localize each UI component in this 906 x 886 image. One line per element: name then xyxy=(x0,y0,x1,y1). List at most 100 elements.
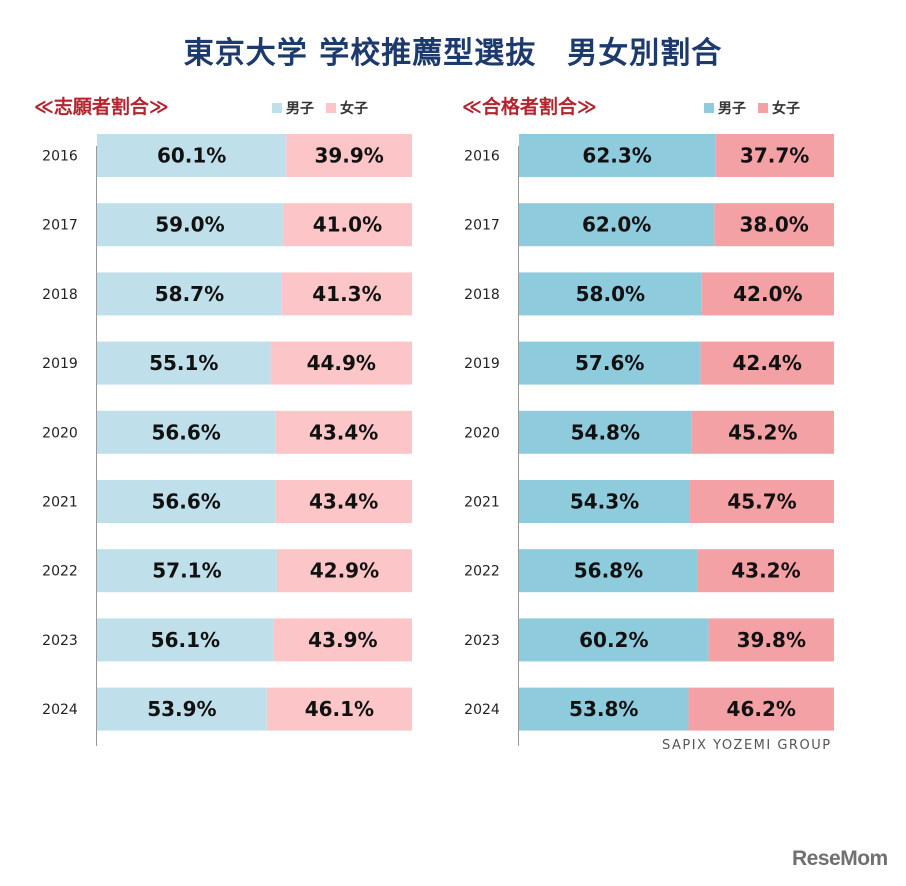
applicant-value-label: 59.0% xyxy=(155,213,224,237)
applicant-bar-female xyxy=(270,341,412,385)
legend-swatch-male xyxy=(272,103,282,113)
admitted-bar-female xyxy=(688,687,834,731)
applicant-legend: 男子 女子 xyxy=(272,98,380,118)
chart-title: 東京大学 学校推薦型選抜 男女別割合 xyxy=(183,36,723,71)
legend-item-female: 女子 xyxy=(326,98,368,118)
applicant-bar-male xyxy=(97,134,287,177)
admitted-bar-male xyxy=(519,203,715,247)
legend-label-female: 女子 xyxy=(772,101,800,117)
year-label: 2022 xyxy=(464,564,500,580)
admitted-ratio-panel: ≪合格者割合≫ 男子 女子 2016 62.3% 37.7% 2017 62.0% 38.… xyxy=(442,88,862,748)
year-label: 2017 xyxy=(42,218,78,234)
legend-swatch-female xyxy=(758,103,768,113)
applicant-bar-female xyxy=(275,480,412,523)
resemom-logo: ReseMom xyxy=(792,847,888,870)
admitted-bar-female xyxy=(700,341,834,385)
admitted-value-label: 38.0% xyxy=(739,213,808,237)
admitted-value-label: 45.7% xyxy=(727,490,796,514)
applicant-value-label: 42.9% xyxy=(310,559,379,583)
applicant-value-label: 41.0% xyxy=(313,213,382,237)
admitted-bar-male xyxy=(519,480,691,523)
applicant-value-label: 57.1% xyxy=(152,559,221,583)
admitted-bar-male xyxy=(519,687,689,731)
applicant-value-label: 44.9% xyxy=(307,351,376,375)
year-label: 2023 xyxy=(464,633,500,649)
applicant-bar-male xyxy=(97,410,276,454)
legend-label-female: 女子 xyxy=(340,101,368,117)
admitted-value-label: 53.8% xyxy=(569,697,638,721)
admitted-bar-female xyxy=(697,549,834,593)
year-label: 2018 xyxy=(464,287,500,303)
admitted-bar-female xyxy=(701,272,834,316)
admitted-value-label: 42.4% xyxy=(733,351,802,375)
admitted-value-label: 39.8% xyxy=(737,628,806,652)
admitted-bar-female xyxy=(708,618,834,662)
applicant-bar-female xyxy=(281,272,412,316)
admitted-legend: 男子 女子 xyxy=(704,98,812,118)
applicant-bar-male xyxy=(97,341,271,385)
applicant-bars: 2016 60.1% 39.9% 2017 59.0% 41.0% 2018 58.7% 41.… xyxy=(42,134,412,731)
applicant-value-label: 43.4% xyxy=(309,490,378,514)
applicant-axis-line xyxy=(96,146,97,746)
admitted-value-label: 46.2% xyxy=(727,697,796,721)
year-label: 2024 xyxy=(42,702,78,718)
applicant-bar-male xyxy=(97,203,283,247)
applicant-bar-male xyxy=(97,480,276,523)
year-label: 2024 xyxy=(464,702,500,718)
applicant-panel-heading: ≪志願者割合≫ xyxy=(34,96,169,118)
year-label: 2020 xyxy=(464,425,500,441)
admitted-value-label: 54.3% xyxy=(570,490,639,514)
applicant-value-label: 56.6% xyxy=(151,490,220,514)
applicant-bar-female xyxy=(275,410,412,454)
applicant-bar-male xyxy=(97,687,267,731)
year-label: 2023 xyxy=(42,633,78,649)
year-label: 2016 xyxy=(464,149,500,165)
applicant-bar-female xyxy=(276,549,412,593)
admitted-value-label: 45.2% xyxy=(728,420,797,444)
year-label: 2022 xyxy=(42,564,78,580)
applicant-value-label: 53.9% xyxy=(147,697,216,721)
admitted-bar-female xyxy=(715,134,834,177)
year-label: 2021 xyxy=(464,495,500,511)
admitted-bar-male xyxy=(519,410,692,454)
admitted-panel-heading: ≪合格者割合≫ xyxy=(462,96,597,118)
admitted-value-label: 54.8% xyxy=(571,420,640,444)
legend-swatch-female xyxy=(326,103,336,113)
admitted-value-label: 62.3% xyxy=(582,144,651,168)
admitted-value-label: 62.0% xyxy=(582,213,651,237)
applicant-bar-male xyxy=(97,549,277,593)
applicant-value-label: 56.6% xyxy=(151,420,220,444)
year-label: 2018 xyxy=(42,287,78,303)
admitted-value-label: 57.6% xyxy=(575,351,644,375)
applicant-bar-female xyxy=(282,203,412,247)
applicant-value-label: 43.4% xyxy=(309,420,378,444)
applicant-bar-female xyxy=(266,687,412,731)
year-label: 2019 xyxy=(464,356,500,372)
admitted-bar-male xyxy=(519,341,701,385)
admitted-value-label: 56.8% xyxy=(574,559,643,583)
admitted-bars: 2016 62.3% 37.7% 2017 62.0% 38.0% 2018 58.0% 42.… xyxy=(464,134,834,731)
applicant-value-label: 41.3% xyxy=(312,282,381,306)
admitted-bar-male xyxy=(519,272,702,316)
legend-label-male: 男子 xyxy=(718,101,746,117)
admitted-bar-female xyxy=(714,203,834,247)
year-label: 2021 xyxy=(42,495,78,511)
applicant-value-label: 46.1% xyxy=(305,697,374,721)
applicant-value-label: 58.7% xyxy=(155,282,224,306)
legend-item-female: 女子 xyxy=(758,98,800,118)
applicant-value-label: 56.1% xyxy=(151,628,220,652)
applicant-value-label: 39.9% xyxy=(314,144,383,168)
applicant-bar-female xyxy=(273,618,412,662)
admitted-axis-line xyxy=(518,146,519,746)
admitted-bar-female xyxy=(690,480,834,523)
legend-swatch-male xyxy=(704,103,714,113)
applicant-bar-male xyxy=(97,272,282,316)
legend-item-male: 男子 xyxy=(272,98,314,118)
applicant-value-label: 55.1% xyxy=(149,351,218,375)
applicant-ratio-panel: ≪志願者割合≫ 男子 女子 2016 60.1% 39.9% 2017 59.0% 41.… xyxy=(20,88,440,748)
admitted-value-label: 37.7% xyxy=(740,144,809,168)
applicant-value-label: 60.1% xyxy=(157,144,226,168)
admitted-bar-male xyxy=(519,549,698,593)
legend-label-male: 男子 xyxy=(286,101,314,117)
applicant-bar-male xyxy=(97,618,274,662)
